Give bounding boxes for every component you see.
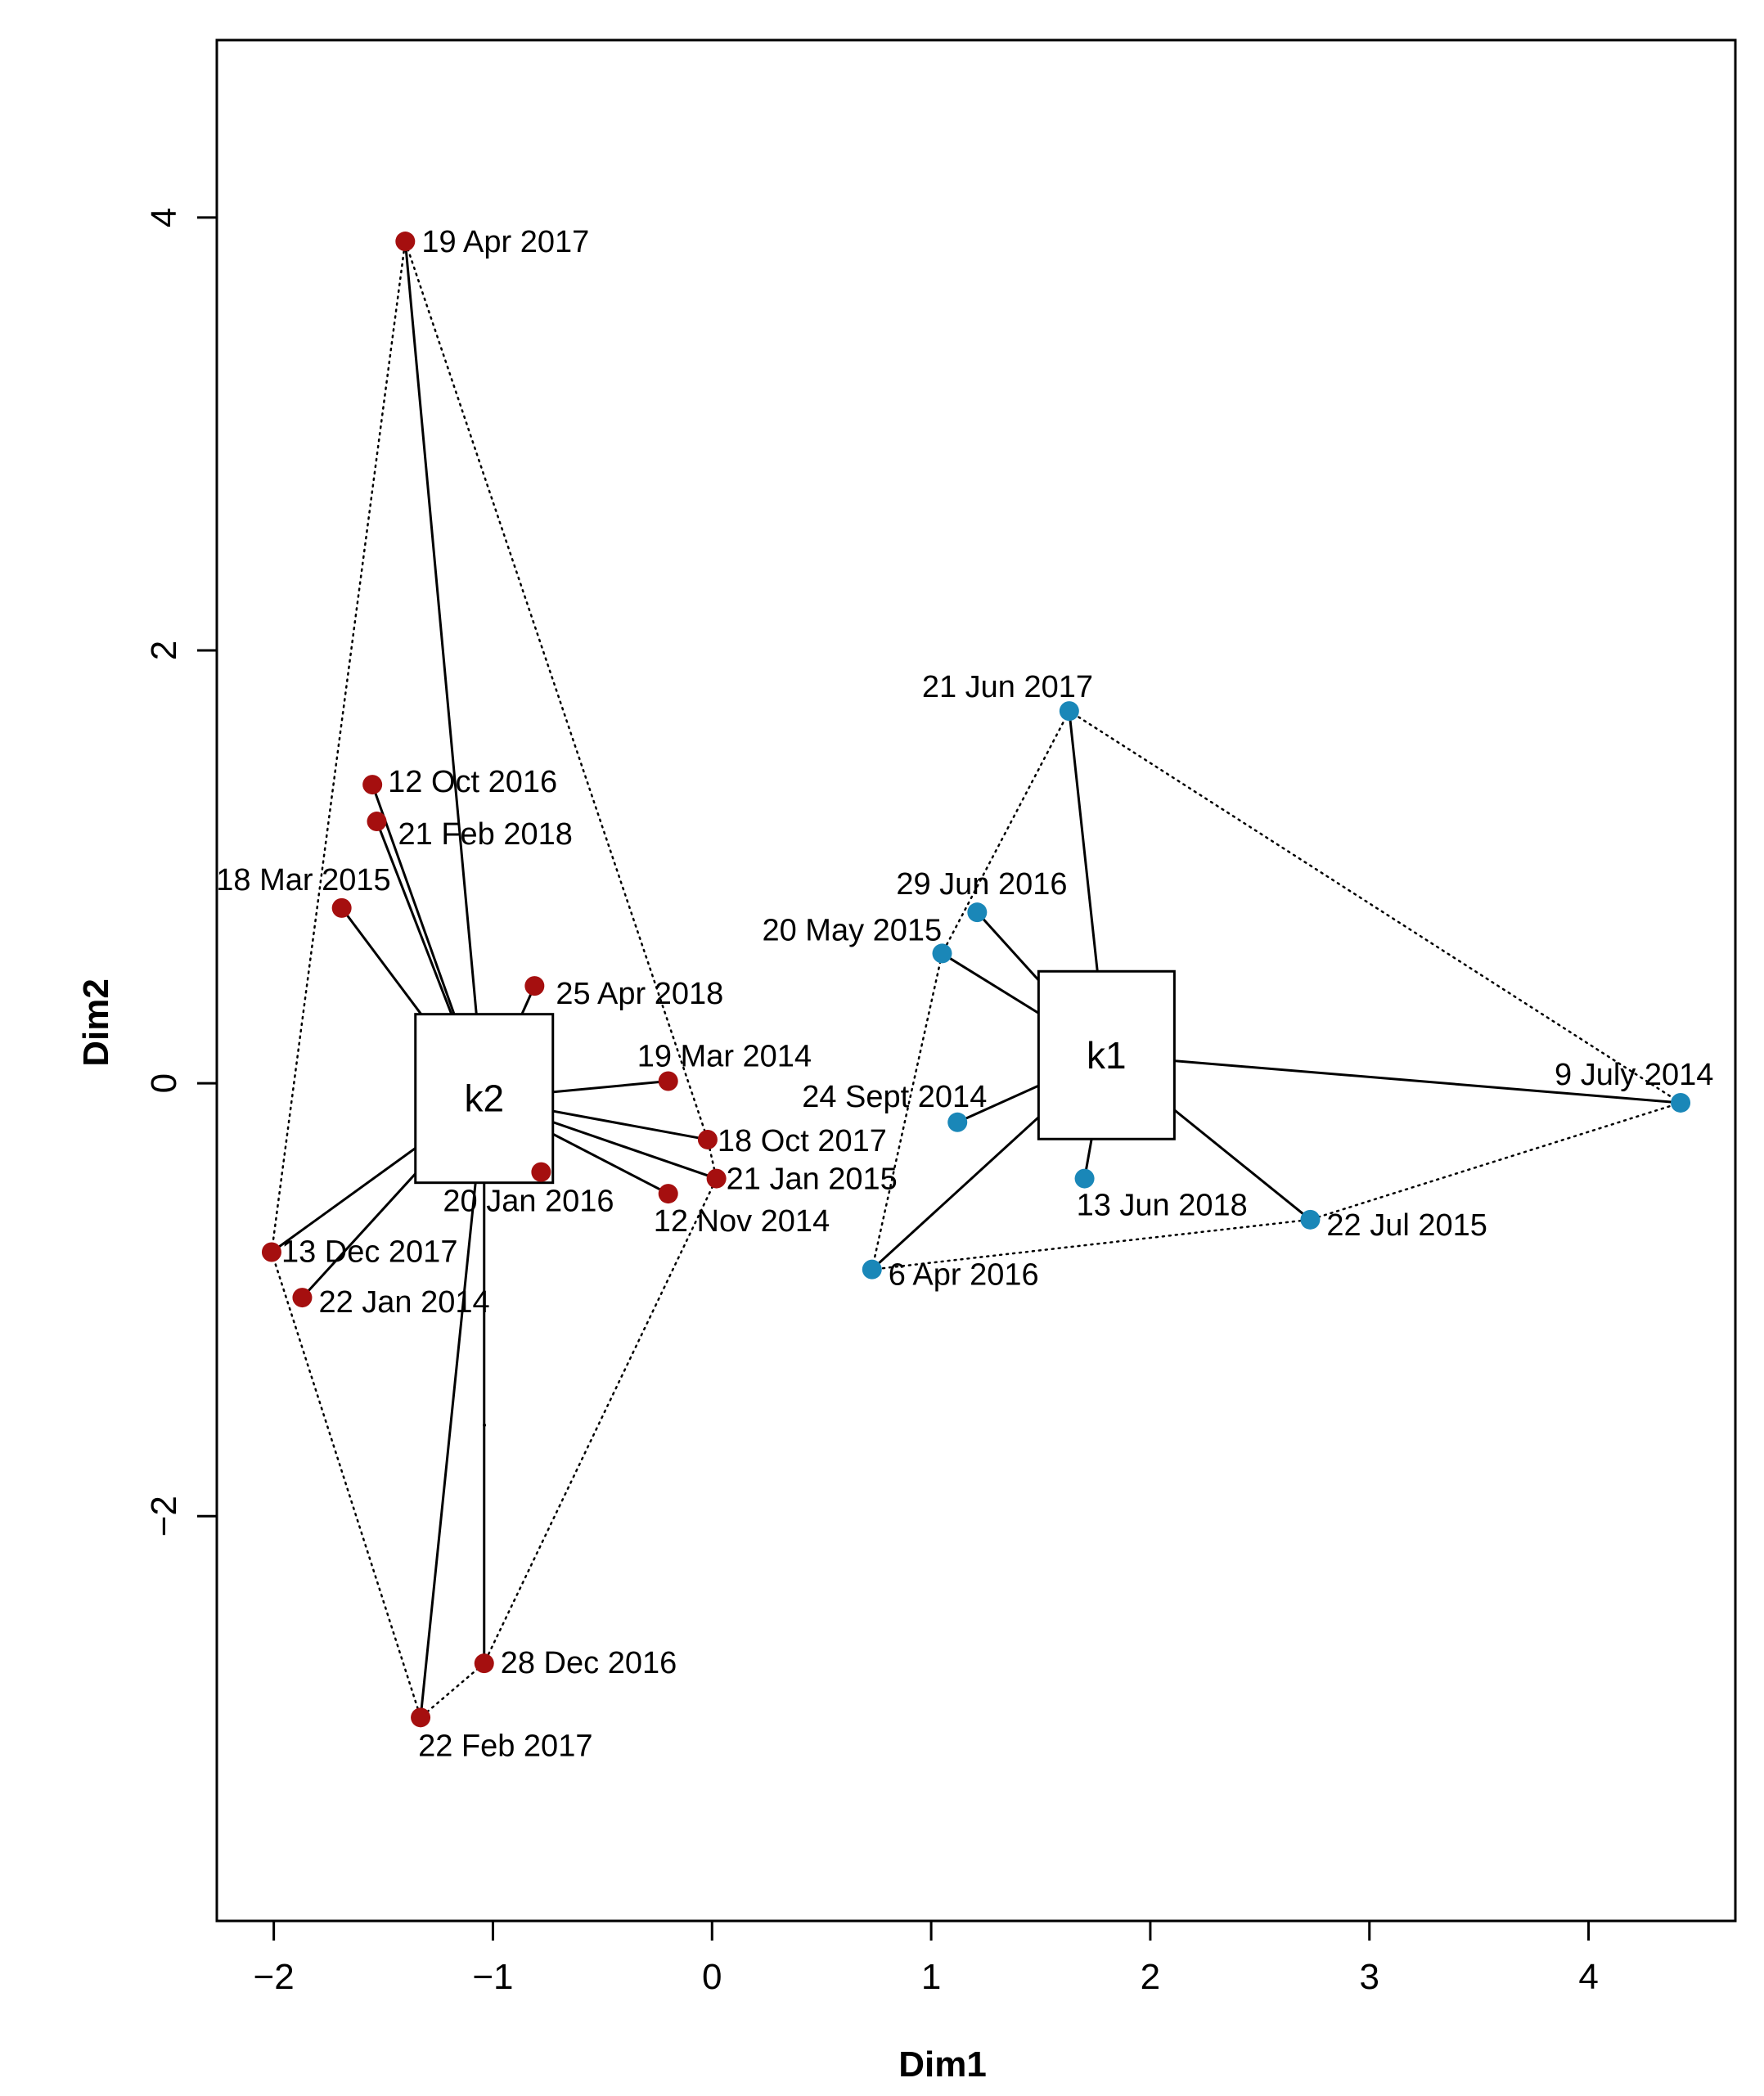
point-18-oct-2017 [697, 1129, 718, 1149]
point-21-feb-2018 [367, 812, 387, 832]
point-20-jan-2016 [531, 1162, 551, 1182]
centroid-label-k1: k1 [1087, 1034, 1127, 1077]
y-tick-label: −2 [144, 1496, 184, 1536]
point-label-21-feb-2018: 21 Feb 2018 [398, 817, 573, 852]
point-label-18-oct-2017: 18 Oct 2017 [718, 1124, 887, 1158]
point-label-19-mar-2014: 19 Mar 2014 [637, 1040, 812, 1074]
point-label-12-oct-2016: 12 Oct 2016 [388, 765, 557, 799]
point-label-13-jun-2018: 13 Jun 2018 [1077, 1189, 1248, 1223]
centroid-box-k2 [414, 1013, 555, 1185]
x-tick-label: 3 [1359, 1957, 1379, 1997]
point-label-9-july-2014: 9 July 2014 [1555, 1058, 1713, 1092]
x-tick-label: −2 [254, 1957, 295, 1997]
point-label-21-jan-2015: 21 Jan 2015 [727, 1163, 898, 1197]
y-axis: −2 0 2 4 [144, 208, 218, 1536]
point-12-nov-2014 [658, 1184, 678, 1204]
point-6-apr-2016 [862, 1259, 882, 1280]
spoke-22-feb-2017 [419, 1098, 486, 1718]
point-label-21-jun-2017: 21 Jun 2017 [922, 670, 1093, 704]
point-label-6-apr-2016: 6 Apr 2016 [889, 1258, 1039, 1293]
point-18-mar-2015 [331, 897, 352, 918]
point-21-jan-2015 [706, 1168, 727, 1189]
spoke-9-july-2014 [1106, 1054, 1681, 1104]
point-13-jun-2018 [1074, 1168, 1095, 1189]
point-label-22-jul-2015: 22 Jul 2015 [1326, 1208, 1487, 1243]
cluster-hull-k1 [871, 709, 1683, 1271]
x-tick-label: 2 [1141, 1957, 1160, 1997]
point-label-19-apr-2017: 19 Apr 2017 [421, 225, 589, 259]
y-tick-label: 0 [144, 1073, 184, 1093]
stray-dot [483, 1424, 486, 1427]
point-20-may-2015 [932, 943, 952, 964]
x-axis-title: Dim1 [898, 2044, 987, 2085]
point-label-13-dec-2017: 13 Dec 2017 [281, 1235, 458, 1270]
point-label-29-jun-2016: 29 Jun 2016 [896, 867, 1067, 902]
point-label-18-mar-2015: 18 Mar 2015 [216, 863, 390, 897]
y-tick-label: 4 [144, 208, 184, 227]
point-label-22-jan-2014: 22 Jan 2014 [318, 1285, 489, 1320]
point-21-jun-2017 [1059, 701, 1079, 722]
y-tick-label: 2 [144, 641, 184, 660]
plot-frame [215, 38, 1737, 1923]
point-label-12-nov-2014: 12 Nov 2014 [654, 1204, 830, 1239]
point-25-apr-2018 [524, 976, 545, 996]
point-29-jun-2016 [967, 902, 988, 923]
cluster-hulls [270, 241, 1683, 1720]
point-label-20-jan-2016: 20 Jan 2016 [443, 1185, 614, 1219]
x-tick-label: 1 [921, 1957, 941, 1997]
point-label-25-apr-2018: 25 Apr 2018 [556, 977, 723, 1011]
point-label-28-dec-2016: 28 Dec 2016 [501, 1646, 677, 1680]
point-24-sept-2014 [947, 1112, 968, 1132]
point-13-dec-2017 [261, 1242, 281, 1262]
point-19-apr-2017 [395, 232, 416, 252]
point-19-mar-2014 [658, 1071, 678, 1091]
point-label-22-feb-2017: 22 Feb 2017 [418, 1729, 592, 1763]
point-12-oct-2016 [362, 775, 383, 795]
point-22-jan-2014 [292, 1288, 313, 1308]
point-9-july-2014 [1671, 1092, 1691, 1113]
data-points [261, 232, 1691, 1728]
cluster-centroids: k2 k1 [414, 969, 1176, 1185]
x-axis: −2 −1 0 1 2 3 4 [254, 1919, 1599, 1997]
point-22-jul-2015 [1300, 1209, 1321, 1230]
spoke-19-apr-2017 [403, 241, 486, 1099]
point-22-feb-2017 [411, 1707, 431, 1728]
point-28-dec-2016 [474, 1653, 494, 1674]
point-label-20-may-2015: 20 May 2015 [762, 913, 942, 947]
x-tick-label: 0 [702, 1957, 722, 1997]
x-tick-label: 4 [1578, 1957, 1598, 1997]
cluster-spokes [271, 241, 1681, 1718]
centroid-label-k2: k2 [464, 1077, 504, 1120]
x-tick-label: −1 [472, 1957, 513, 1997]
y-axis-title: Dim2 [76, 978, 116, 1067]
point-label-24-sept-2014: 24 Sept 2014 [802, 1080, 987, 1114]
centroid-box-k1 [1037, 969, 1176, 1140]
